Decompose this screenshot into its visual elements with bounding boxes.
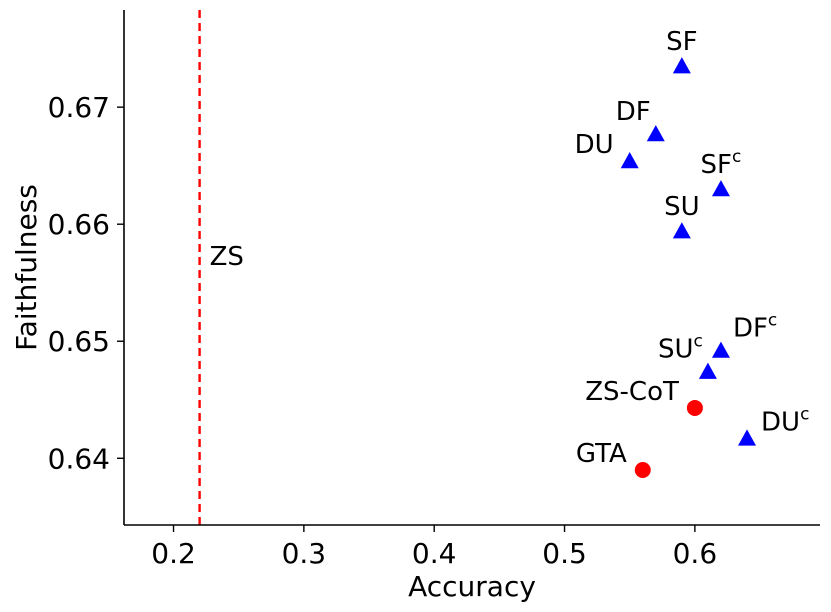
du-c-label-text: DU [761,407,800,437]
ticks-group: 0.2 0.3 0.4 0.5 0.6 0.64 0.65 0.66 0.67 [48,91,717,570]
zs-reference-label: ZS [210,242,244,272]
su-label: SU [664,192,700,222]
sf-c-label: SFc [701,147,742,180]
su-c-marker-triangle [698,362,717,379]
sf-label-text: SF [666,27,697,57]
df-c-label-text: DF [733,314,768,344]
zs-cot-marker-circle [686,399,703,416]
y-tick-label: 0.65 [48,325,110,358]
x-axis-title: Accuracy [408,570,536,603]
zs-cot-label-text: ZS-CoT [585,377,679,407]
du-c-marker-triangle [738,429,757,446]
su-label-text: SU [664,192,700,222]
du-label: DU [575,130,614,160]
su-c-label: SUc [658,332,703,365]
df-c-label: DFc [733,311,777,344]
sf-c-label-superscript: c [732,147,741,167]
sf-c-label-text: SF [701,150,732,180]
x-tick-label: 0.3 [282,537,327,570]
sf-marker-triangle [672,57,691,74]
su-c-label-text: SU [658,335,694,365]
sf-c-marker-triangle [711,180,730,197]
y-axis-title: Faithfulness [10,184,43,351]
y-tick-label: 0.66 [48,208,110,241]
df-c-label-superscript: c [768,311,777,331]
du-c-label: DUc [761,404,809,437]
df-marker-triangle [646,125,665,142]
df-label-text: DF [616,97,651,127]
zs-cot-label: ZS-CoT [585,377,679,407]
sf-label: SF [666,27,697,57]
df-c-marker-triangle [711,341,730,358]
y-tick-label: 0.64 [48,442,110,475]
su-c-label-superscript: c [694,332,703,352]
gta-marker-circle [634,461,651,478]
y-tick-label: 0.67 [48,91,110,124]
reference-line-group: ZS [198,10,244,525]
axes-group [123,10,820,526]
du-marker-triangle [620,151,639,169]
su-marker-triangle [672,222,691,239]
gta-label-text: GTA [576,439,627,469]
x-tick-label: 0.4 [412,537,457,570]
x-tick-label: 0.6 [673,537,718,570]
df-label: DF [616,97,651,127]
gta-label: GTA [576,439,627,469]
x-tick-label: 0.2 [151,537,196,570]
du-label-text: DU [575,130,614,160]
du-c-label-superscript: c [800,404,809,424]
x-tick-label: 0.5 [542,537,587,570]
